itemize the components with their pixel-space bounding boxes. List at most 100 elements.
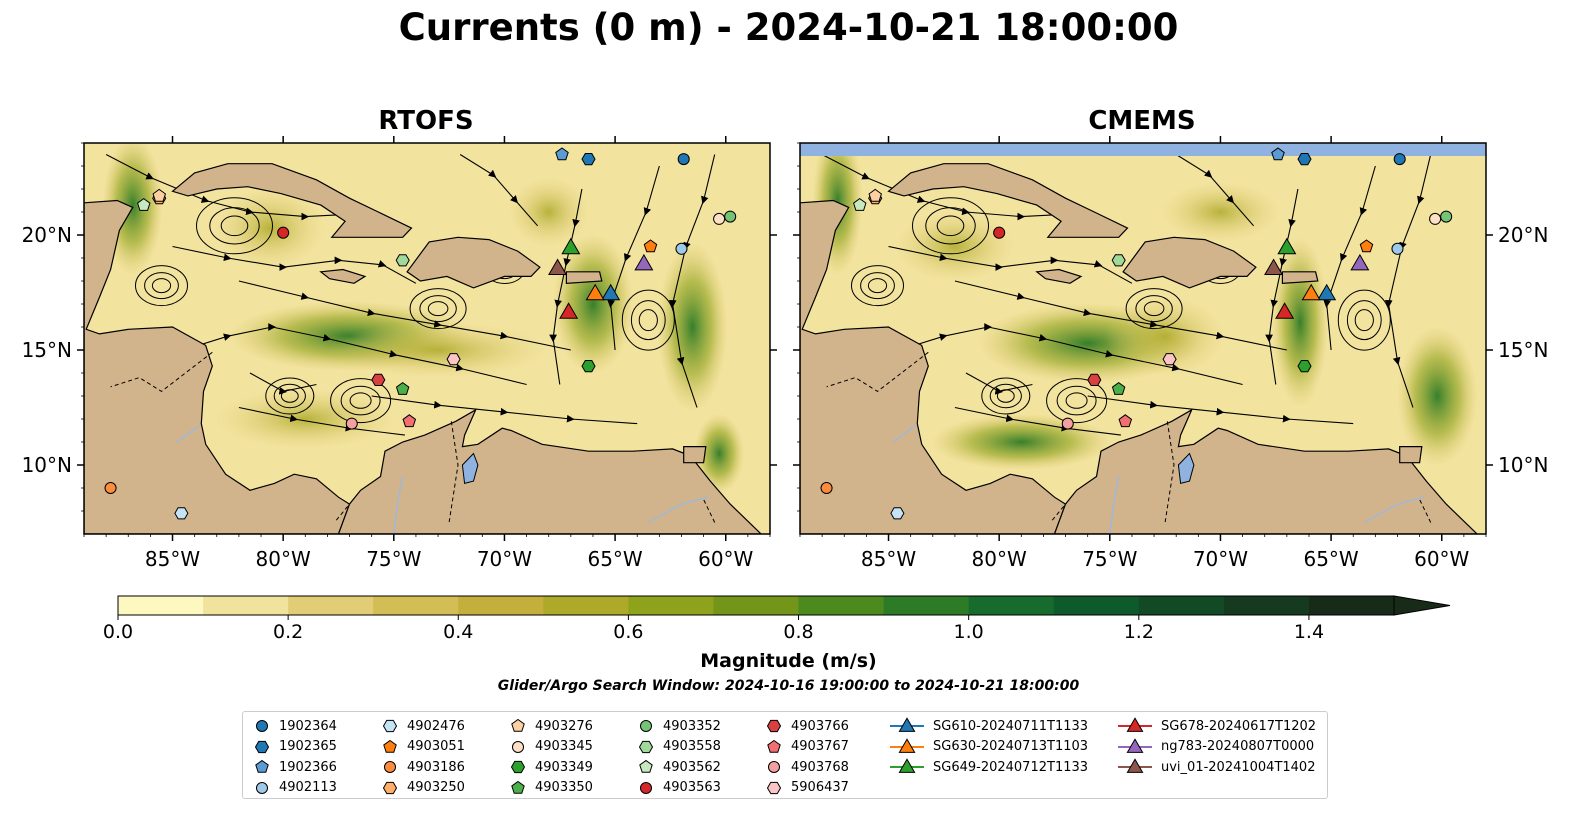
- legend-column: SG678-20240617T1202 ng783-20240807T0000 uv…: [1117, 716, 1316, 778]
- legend: 1902364 1902365 1902366 4902113 4902476 49030…: [242, 711, 1328, 799]
- legend-item: SG610-20240711T1133: [889, 716, 1088, 737]
- streamline: [249, 372, 317, 395]
- legend-symbol-pentagon: [255, 760, 269, 774]
- streamline: [954, 280, 1287, 351]
- eddy-streamline: [1337, 289, 1391, 351]
- x-tick-label: 70°W: [477, 547, 532, 571]
- river: [176, 425, 200, 443]
- streamline: [954, 406, 1121, 436]
- eddy-streamline: [349, 392, 372, 409]
- legend-label: SG610-20240711T1133: [933, 718, 1089, 734]
- legend-label: 1902366: [279, 759, 337, 775]
- legend-marker: [255, 781, 269, 794]
- colorbar-segment: [203, 596, 289, 615]
- current-magnitude-patch: [694, 413, 745, 494]
- legend-marker: [383, 739, 397, 753]
- streamline: [459, 154, 539, 227]
- streamline: [1384, 154, 1432, 408]
- marker-4903345: [1429, 212, 1442, 225]
- land-yucatan: [800, 199, 1067, 534]
- legend-item: 4903767: [765, 737, 849, 758]
- lake-maracaibo: [461, 452, 479, 485]
- legend-marker: [511, 740, 525, 753]
- marker-SG630-20240713T1103: [1301, 283, 1321, 301]
- cmems-map: [800, 143, 1486, 534]
- eddy-streamline: [220, 215, 249, 237]
- marker-4903562: [137, 197, 151, 211]
- x-tick-label: 75°W: [1082, 547, 1137, 571]
- marker-4903558: [1111, 254, 1126, 267]
- legend-label: 4903186: [407, 759, 465, 775]
- y-tick-label-left: 15°N: [22, 338, 72, 362]
- legend-item: 4903051: [381, 737, 465, 758]
- eddy-streamline: [638, 309, 658, 332]
- land-puerto-rico: [565, 271, 603, 284]
- eddy-streamline: [196, 197, 273, 255]
- land-jamaica: [1035, 268, 1083, 284]
- country-border: [335, 503, 350, 521]
- legend-label: 4902113: [279, 780, 337, 796]
- colorbar-tick-label: 0.2: [273, 621, 304, 643]
- colorbar-tick-label: 0.8: [783, 621, 814, 643]
- x-tick-label: 75°W: [366, 547, 421, 571]
- marker-1902366: [1271, 147, 1285, 161]
- legend-label: 4903276: [535, 718, 593, 734]
- legend-marker: [255, 720, 269, 733]
- no-data-strip: [800, 143, 1486, 156]
- colorbar-tick-label: 0.0: [102, 621, 134, 643]
- country-border: [448, 421, 459, 523]
- land-south-america: [1053, 408, 1478, 534]
- current-magnitude-patch: [1160, 182, 1281, 242]
- colorbar-segment: [118, 596, 204, 615]
- colorbar-segment: [1053, 596, 1140, 615]
- marker-4903562: [853, 197, 867, 211]
- main-title: Currents (0 m) - 2024-10-21 18:00:00: [398, 6, 1179, 49]
- legend-marker: [898, 758, 916, 774]
- streamline: [888, 245, 1133, 284]
- current-magnitude-patch: [328, 322, 549, 378]
- streamline: [668, 154, 716, 408]
- eddy-streamline: [209, 207, 260, 245]
- colorbar-label: Magnitude (m/s): [700, 650, 877, 672]
- colorbar-tick-label: 0.4: [443, 621, 474, 643]
- legend-label: 4903345: [535, 739, 593, 755]
- colorbar-frame: [117, 595, 1395, 616]
- legend-symbol-hexagon: [766, 781, 782, 794]
- legend-item: 4903276: [509, 716, 593, 737]
- land-south-america: [337, 408, 762, 534]
- x-tick-label: 85°W: [145, 547, 200, 571]
- legend-item: 4903563: [637, 778, 721, 799]
- legend-marker: [898, 717, 916, 733]
- x-tick-label: 60°W: [698, 547, 753, 571]
- marker-1902366: [555, 147, 569, 161]
- legend-marker: [638, 740, 654, 753]
- country-border: [1419, 499, 1432, 523]
- legend-label: 4903767: [791, 739, 849, 755]
- legend-symbol-pentagon: [511, 719, 525, 733]
- legend-label: 4903349: [535, 759, 593, 775]
- legend-symbol-hexagon: [638, 740, 654, 753]
- rtofs-map: [84, 143, 770, 534]
- eddy-streamline: [1346, 300, 1382, 341]
- eddy-streamline: [340, 385, 381, 416]
- streamline: [238, 280, 571, 351]
- legend-item: 1902366: [253, 757, 337, 778]
- marker-4903051: [1359, 239, 1374, 253]
- streamline: [821, 154, 1066, 221]
- legend-marker: [639, 760, 653, 774]
- x-tick-label: 65°W: [1303, 547, 1358, 571]
- legend-symbol-hexagon: [254, 740, 270, 753]
- x-tick-label: 60°W: [1414, 547, 1469, 571]
- marker-4903768: [345, 417, 358, 430]
- legend-label: SG630-20240713T1103: [933, 739, 1089, 755]
- x-tick-label: 80°W: [256, 547, 311, 571]
- legend-label: 4903766: [791, 718, 849, 734]
- marker-1902365: [1297, 153, 1312, 166]
- country-border: [826, 351, 929, 393]
- marker-4903349: [1297, 360, 1312, 373]
- marker-1902364: [1393, 153, 1406, 166]
- legend-label: 5906437: [791, 780, 849, 796]
- eddy-streamline: [1046, 378, 1108, 424]
- legend-symbol-pentagon: [511, 780, 525, 794]
- marker-uvi_01-20241004T1402: [548, 258, 568, 275]
